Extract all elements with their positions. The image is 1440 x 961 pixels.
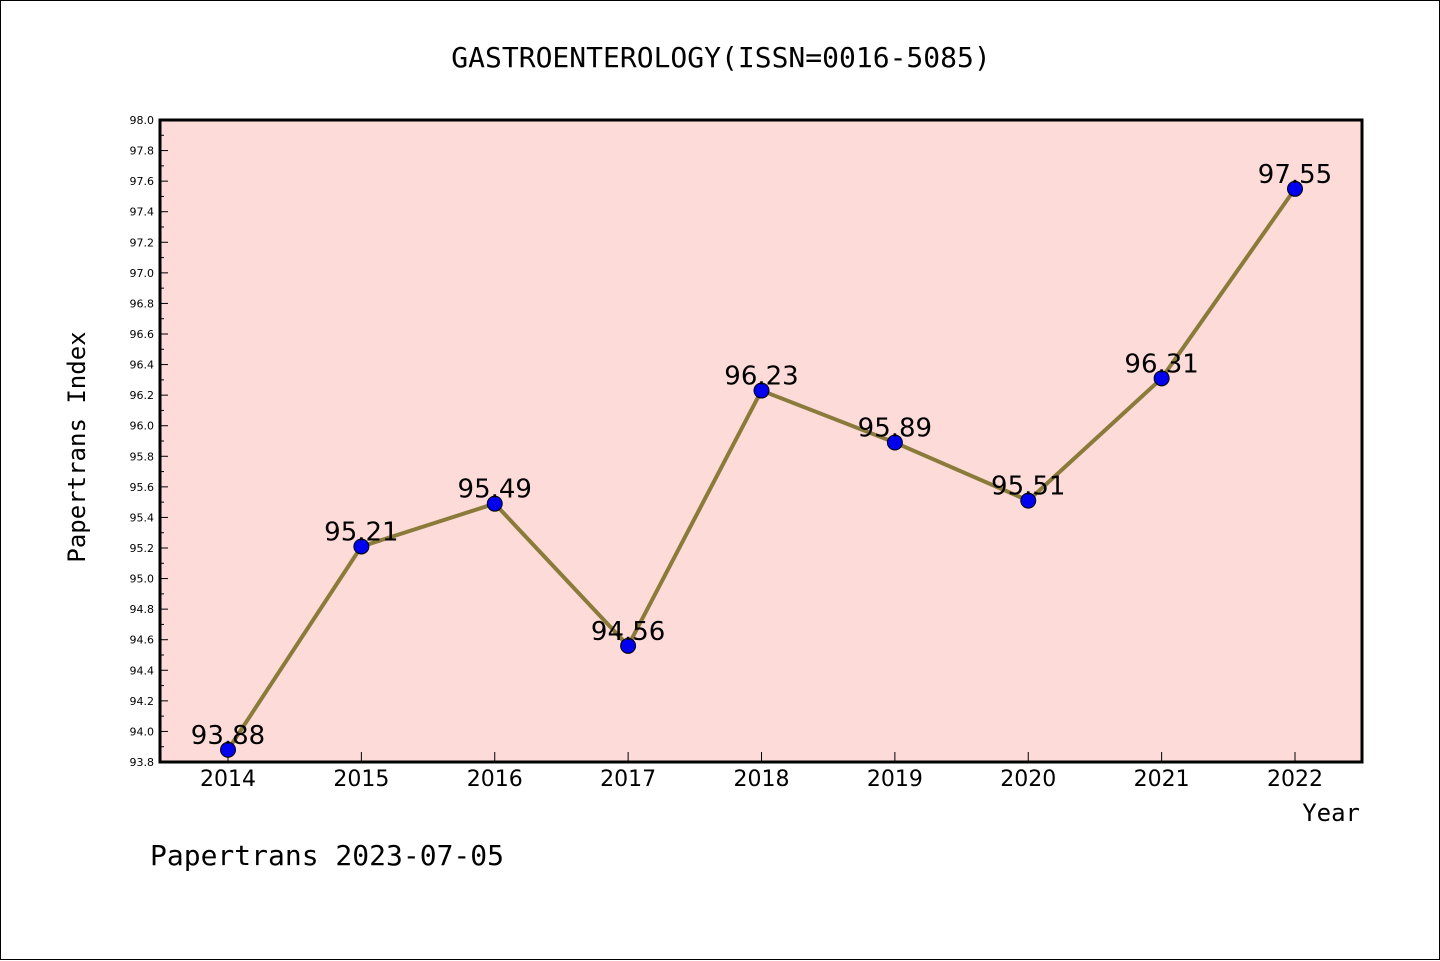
data-point: [620, 637, 637, 654]
x-axis-title: Year: [1302, 799, 1360, 827]
y-tick-label: 97.8: [130, 145, 155, 158]
y-tick-label: 94.0: [130, 725, 155, 738]
y-tick-label: 94.4: [130, 664, 155, 677]
y-tick-label: 97.0: [130, 267, 155, 280]
plot-area: [158, 118, 1364, 764]
x-axis: 2014 2015 2016 2017 2018 2019 2020 2021 2022: [200, 752, 1323, 792]
y-tick-label: 93.8: [130, 756, 155, 769]
y-axis: 93.8 94.0 94.2 94.4 94.6 94.8 95.0 95.2 95.4 95.6…: [130, 114, 168, 769]
y-tick-label: 94.8: [130, 603, 155, 616]
y-tick-label: 97.2: [130, 236, 155, 249]
x-tick-label: 2019: [867, 767, 923, 792]
y-tick-label: 98.0: [130, 114, 155, 127]
y-tick-label: 96.0: [130, 420, 155, 433]
x-tick-label: 2021: [1134, 767, 1190, 792]
y-axis-title: Papertrans Index: [63, 331, 91, 562]
y-tick-label: 95.0: [130, 573, 155, 586]
data-label: 95.51: [991, 472, 1065, 502]
data-point: [486, 495, 503, 512]
data-label: 93.88: [191, 721, 265, 751]
y-tick-label: 95.2: [130, 542, 155, 555]
x-tick-label: 2016: [467, 767, 523, 792]
data-point: [1020, 492, 1037, 509]
data-point: [886, 434, 903, 451]
y-tick-label: 96.2: [130, 389, 155, 402]
y-tick-label: 95.6: [130, 481, 155, 494]
x-tick-label: 2018: [734, 767, 790, 792]
y-tick-label: 95.4: [130, 511, 155, 524]
data-point: [1287, 180, 1303, 197]
x-tick-label: 2014: [200, 767, 256, 792]
y-tick-label: 96.4: [130, 359, 155, 372]
footer-date: Papertrans 2023-07-05: [150, 839, 504, 872]
data-point: [220, 741, 236, 758]
data-label: 96.23: [724, 362, 798, 392]
x-tick-label: 2017: [600, 767, 656, 792]
y-tick-label: 94.2: [130, 695, 155, 708]
y-tick-label: 96.8: [130, 297, 155, 310]
data-point: [353, 538, 370, 555]
y-tick-label: 96.6: [130, 328, 155, 341]
y-tick-label: 97.6: [130, 175, 155, 188]
y-tick-label: 94.6: [130, 634, 155, 647]
data-point: [753, 382, 770, 399]
data-label: 95.21: [324, 517, 398, 547]
data-label: 95.49: [458, 475, 532, 505]
data-label: 95.89: [858, 414, 932, 444]
chart-title: GASTROENTEROLOGY(ISSN=0016-5085): [451, 41, 990, 74]
data-label: 97.55: [1258, 160, 1332, 190]
y-tick-label: 97.4: [130, 206, 155, 219]
data-series: 93.88 95.21 95.49 94.56 96.23 95.89 95.51 96.31…: [191, 160, 1332, 758]
x-tick-label: 2020: [1000, 767, 1056, 792]
y-tick-label: 95.8: [130, 450, 155, 463]
data-label: 96.31: [1124, 349, 1198, 379]
x-tick-label: 2015: [333, 767, 389, 792]
data-label: 94.56: [591, 617, 665, 647]
x-tick-label: 2022: [1267, 767, 1323, 792]
data-point: [1153, 370, 1170, 387]
